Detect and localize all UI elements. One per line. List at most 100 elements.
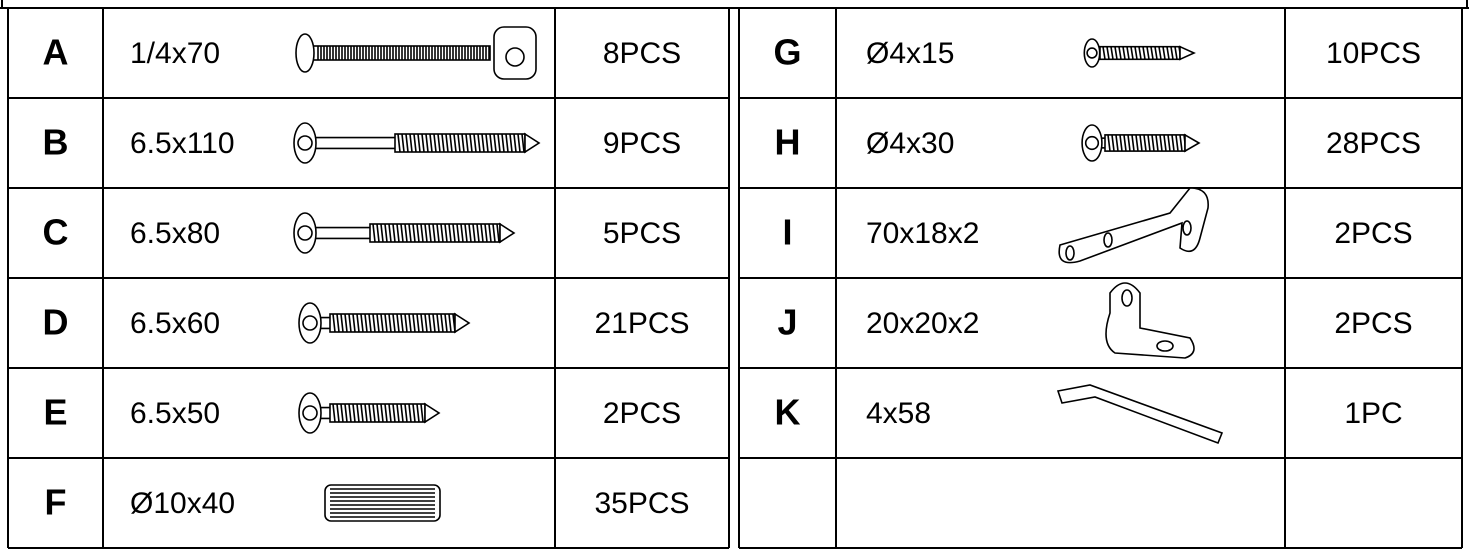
thread-line <box>1102 46 1106 60</box>
thread-line <box>388 223 392 243</box>
thread-line <box>1111 134 1115 152</box>
thread-line <box>356 403 360 423</box>
thread-line <box>409 133 413 153</box>
thread-line <box>421 133 425 153</box>
tip <box>499 222 516 244</box>
thread-line <box>469 133 473 153</box>
thread-line <box>505 133 509 153</box>
thread-line <box>1127 134 1131 152</box>
thread-line <box>372 313 376 333</box>
thread-line <box>1135 134 1139 152</box>
thread-line <box>521 133 525 153</box>
thread-line <box>1170 46 1174 60</box>
thread-line <box>433 133 437 153</box>
thread-line <box>440 223 444 243</box>
thread-line <box>396 313 400 333</box>
thread-line <box>368 313 372 333</box>
thread-line <box>437 133 441 153</box>
thread-line <box>1123 134 1127 152</box>
thread-line <box>352 313 356 333</box>
tip <box>1184 133 1201 153</box>
part-size: Ø4x15 <box>866 37 954 70</box>
socket <box>1084 135 1100 151</box>
thread-line <box>1171 134 1175 152</box>
part-letter: D <box>43 302 69 343</box>
thread-line <box>1146 46 1150 60</box>
thread-line <box>412 223 416 243</box>
thread-line <box>380 313 384 333</box>
thread-line <box>1167 134 1171 152</box>
thread-line <box>441 133 445 153</box>
bracket <box>1058 187 1209 264</box>
socket <box>302 315 318 331</box>
thread-line <box>340 403 344 423</box>
tip <box>454 312 471 334</box>
thread-line <box>476 223 480 243</box>
thread-line <box>396 223 400 243</box>
thread-line <box>429 133 433 153</box>
thread-line <box>400 313 404 333</box>
thread-line <box>1114 46 1118 60</box>
thread-line <box>364 313 368 333</box>
thread-line <box>1162 46 1166 60</box>
thread-line <box>408 223 412 243</box>
hole <box>1103 232 1113 248</box>
thread-line <box>413 133 417 153</box>
thread-line <box>424 313 428 333</box>
part-icon <box>1058 187 1209 264</box>
thread-line <box>453 133 457 153</box>
thread-line <box>368 403 372 423</box>
part-quantity: 28PCS <box>1326 127 1421 160</box>
part-icon <box>298 392 441 434</box>
thread-line <box>1179 134 1183 152</box>
thread-line <box>448 313 452 333</box>
thread-line <box>1151 134 1155 152</box>
socket <box>297 225 313 241</box>
thread-line <box>412 313 416 333</box>
thread-line <box>388 403 392 423</box>
thread-line <box>420 313 424 333</box>
thread-line <box>405 133 409 153</box>
thread-line <box>1158 46 1162 60</box>
part-icon <box>293 122 541 164</box>
thread-line <box>372 403 376 423</box>
thread-line <box>468 223 472 243</box>
thread-line <box>376 403 380 423</box>
thread-line <box>489 133 493 153</box>
hole <box>1065 245 1075 261</box>
thread-line <box>1142 46 1146 60</box>
part-icon <box>324 484 441 522</box>
thread-line <box>1150 46 1154 60</box>
hole <box>1182 220 1192 236</box>
thread-line <box>484 223 488 243</box>
thread-line <box>1106 46 1110 60</box>
thread-line <box>1138 46 1142 60</box>
thread-line <box>364 403 368 423</box>
thread-line <box>492 223 496 243</box>
part-size: 4x58 <box>866 397 931 430</box>
part-quantity: 2PCS <box>603 397 681 430</box>
thread-line <box>1107 134 1111 152</box>
thread-line <box>1143 134 1147 152</box>
thread-line <box>449 133 453 153</box>
bracket <box>1105 282 1195 359</box>
bolt <box>309 45 491 61</box>
thread-line <box>400 403 404 423</box>
thread-line <box>432 313 436 333</box>
part-size: 6.5x50 <box>130 397 220 430</box>
thread-line <box>408 313 412 333</box>
thread-line <box>348 313 352 333</box>
thread-line <box>456 223 460 243</box>
part-letter: H <box>775 122 801 163</box>
thread-line <box>501 133 505 153</box>
part-quantity: 2PCS <box>1334 307 1412 340</box>
thread-line <box>448 223 452 243</box>
thread-line <box>384 403 388 423</box>
part-size: 20x20x2 <box>866 307 979 340</box>
thread-line <box>1147 134 1151 152</box>
thread-line <box>473 133 477 153</box>
thread-line <box>384 313 388 333</box>
part-size: 6.5x80 <box>130 217 220 250</box>
thread-line <box>472 223 476 243</box>
